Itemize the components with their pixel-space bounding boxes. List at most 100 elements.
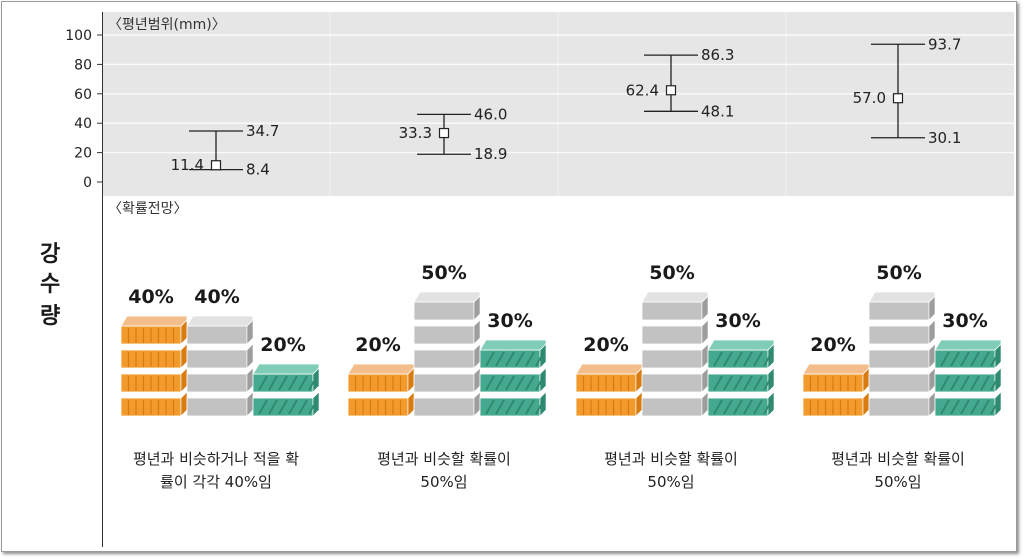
mean-value-label-4: 57.0 <box>853 89 886 107</box>
forecast-4-normal-stack-slab-side-3 <box>928 343 936 369</box>
upper-value-label-2: 46.0 <box>474 105 507 123</box>
forecast-2-above-stack-stripe-1-0 <box>485 399 495 415</box>
forecast-1-above-stack-stripe-1-5 <box>308 399 318 415</box>
forecast-3-above-stack-stripe-1-0 <box>713 399 723 415</box>
forecast-1-normal-stack-slab-side-3 <box>246 343 254 369</box>
forecast-3-below-stack-slab-side-1 <box>635 391 643 417</box>
forecast-3-normal-stack-slab-5 <box>641 301 703 321</box>
forecast-2-above-stack-stripe-3-0 <box>485 351 495 367</box>
forecast-2-above-stack-stripe-1-3 <box>515 399 525 415</box>
forecast-4-normal-stack-slab-3 <box>868 349 930 369</box>
forecast-1-caption-line-1: 평년과 비슷하거나 적을 확 <box>132 450 300 468</box>
forecast-1-below-stack-slab-side-1 <box>180 391 188 417</box>
forecast-3-normal-stack-slab-3 <box>641 349 703 369</box>
forecast-1-above-stack-stripe-2-3 <box>288 375 298 391</box>
upper-value-label-3: 86.3 <box>701 46 734 64</box>
forecast-4-above-stack-top <box>934 339 1002 351</box>
forecast-2-normal-stack-slab-side-2 <box>473 367 481 393</box>
mean-value-label-2: 33.3 <box>399 124 432 142</box>
forecast-3-above-stack-stripe-1-3 <box>743 399 753 415</box>
forecast-3-above-probability: 30% <box>715 310 761 332</box>
forecast-1-caption-line-2: 률이 각각 40%임 <box>160 473 272 491</box>
y-axis-label-char-2: 수 <box>40 272 61 297</box>
forecast-4-above-stack-stripe-2-5 <box>990 375 1000 391</box>
forecast-2-above-stack-stripe-2-3 <box>515 375 525 391</box>
forecast-1-normal-stack-top <box>186 315 254 327</box>
y-tick-label-60: 60 <box>74 87 92 103</box>
forecast-3-above-stack-stripe-2-0 <box>713 375 723 391</box>
forecast-4-normal-stack-slab-side-4 <box>928 319 936 345</box>
forecast-2-below-stack-slab-side-1 <box>407 391 415 417</box>
forecast-4-above-stack-stripe-1-0 <box>940 399 950 415</box>
forecast-3-above-stack-stripe-3-2 <box>733 351 743 367</box>
probability-title: 〈확률전망〉 <box>108 201 188 217</box>
forecast-1-above-stack-stripe-2-2 <box>278 375 288 391</box>
forecast-1-normal-stack-slab-1 <box>186 397 248 417</box>
forecast-4-above-stack-stripe-1-2 <box>960 399 970 415</box>
y-tick-label-100: 100 <box>65 28 92 44</box>
forecast-4-above-stack-stripe-3-5 <box>990 351 1000 367</box>
forecast-2-above-stack-stripe-2-4 <box>525 375 535 391</box>
forecast-1-above-stack-stripe-1-3 <box>288 399 298 415</box>
forecast-2-above-stack <box>479 339 547 417</box>
y-tick-label-80: 80 <box>74 57 92 73</box>
forecast-1-above-stack-top <box>252 363 320 375</box>
forecast-2-above-stack-stripe-3-2 <box>505 351 515 367</box>
forecast-3-above-stack-top <box>707 339 775 351</box>
forecast-2-above-stack-stripe-3-4 <box>525 351 535 367</box>
forecast-4-above-stack-stripe-3-1 <box>950 351 960 367</box>
y-axis-label-char-3: 량 <box>40 304 61 329</box>
forecast-3-normal-stack-slab-side-1 <box>701 391 709 417</box>
forecast-4-above-stack-stripe-1-1 <box>950 399 960 415</box>
forecast-1-above-stack-stripe-1-4 <box>298 399 308 415</box>
forecast-2-caption-line-2: 50%임 <box>420 473 468 491</box>
forecast-4-normal-stack-slab-side-2 <box>928 367 936 393</box>
forecast-1-normal-stack <box>186 315 254 417</box>
lower-value-label-4: 30.1 <box>928 129 961 147</box>
forecast-4-above-stack-stripe-1-3 <box>970 399 980 415</box>
forecast-4-normal-stack-slab-1 <box>868 397 930 417</box>
forecast-4-above-stack-stripe-3-2 <box>960 351 970 367</box>
lower-value-label-1: 8.4 <box>246 161 270 179</box>
lower-value-label-3: 48.1 <box>701 102 734 120</box>
forecast-2-caption: 평년과 비슷할 확률이 50%임 <box>324 448 564 494</box>
forecast-3-above-stack-slab-side-1 <box>767 391 775 417</box>
forecast-2-above-stack-stripe-2-2 <box>505 375 515 391</box>
lower-value-label-2: 18.9 <box>474 145 507 163</box>
forecast-1-below-stack-top <box>120 315 188 327</box>
forecast-3-caption: 평년과 비슷할 확률이 50%임 <box>551 448 791 494</box>
forecast-2-above-stack-stripe-1-4 <box>525 399 535 415</box>
forecast-3-normal-stack-slab-2 <box>641 373 703 393</box>
forecast-2-normal-stack-slab-side-1 <box>473 391 481 417</box>
forecast-1-normal-stack-slab-side-2 <box>246 367 254 393</box>
forecast-3-above-stack-stripe-3-0 <box>713 351 723 367</box>
forecast-4-normal-stack <box>868 291 936 417</box>
forecast-3-caption-line-2: 50%임 <box>647 473 695 491</box>
forecast-2-below-stack-top <box>347 363 415 375</box>
forecast-3-above-stack-stripe-2-4 <box>753 375 763 391</box>
forecast-3-normal-stack-slab-side-4 <box>701 319 709 345</box>
forecast-4-caption-line-1: 평년과 비슷할 확률이 <box>831 450 965 468</box>
forecast-4-above-probability: 30% <box>942 310 988 332</box>
forecast-3-above-stack-stripe-3-1 <box>723 351 733 367</box>
mean-value-label-1: 11.4 <box>171 156 204 174</box>
forecast-4-below-stack <box>802 363 870 417</box>
mean-value-label-3: 62.4 <box>626 81 659 99</box>
forecast-2-normal-stack-slab-1 <box>413 397 475 417</box>
forecast-1-below-stack-slab-side-3 <box>180 343 188 369</box>
forecast-3-below-stack-top <box>575 363 643 375</box>
forecast-2-above-probability: 30% <box>487 310 533 332</box>
forecast-4-above-stack-stripe-3-3 <box>970 351 980 367</box>
forecast-1-above-stack-stripe-1-2 <box>278 399 288 415</box>
forecast-3-above-stack-stripe-3-5 <box>763 351 773 367</box>
forecast-2-above-stack-slab-side-2 <box>539 367 547 393</box>
mean-marker-2 <box>438 127 450 139</box>
forecast-1-below-stack-slab-side-2 <box>180 367 188 393</box>
forecast-1-above-stack-stripe-2-5 <box>308 375 318 391</box>
forecast-2-above-stack-stripe-2-5 <box>535 375 545 391</box>
mean-marker-4 <box>892 93 904 104</box>
forecast-2-normal-stack-slab-side-3 <box>473 343 481 369</box>
forecast-2-above-stack-stripe-2-0 <box>485 375 495 391</box>
